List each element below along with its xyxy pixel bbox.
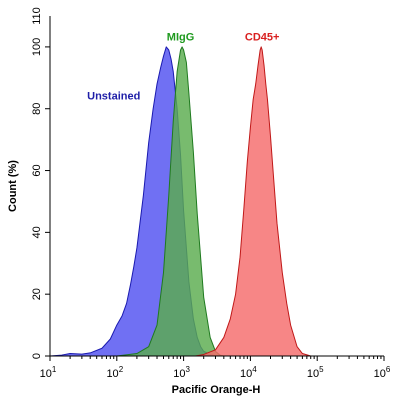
series-label-1: MIgG xyxy=(167,32,195,44)
series-label-0: Unstained xyxy=(87,90,140,102)
series-layer xyxy=(49,46,312,357)
x-tick-label-2: 103 xyxy=(173,365,190,380)
y-tick-label-0: 0 xyxy=(31,353,43,359)
y-tick-label-4: 80 xyxy=(31,103,43,115)
y-axis-title: Count (%) xyxy=(7,160,19,212)
y-tick-label-3: 60 xyxy=(31,164,43,176)
y-tick-label-6: 110 xyxy=(31,7,43,25)
x-tick-label-3: 104 xyxy=(240,365,257,380)
series-area-1 xyxy=(116,46,225,357)
x-tick-label-0: 101 xyxy=(40,365,57,380)
y-tick-label-5: 100 xyxy=(31,38,43,56)
series-label-2: CD45+ xyxy=(245,32,280,44)
x-tick-label-1: 102 xyxy=(106,365,123,380)
x-tick-label-4: 105 xyxy=(307,365,324,380)
y-tick-label-1: 20 xyxy=(31,288,43,300)
axis-layer xyxy=(49,16,384,357)
x-tick-label-5: 106 xyxy=(374,365,391,380)
x-axis-title: Pacific Orange-H xyxy=(172,384,261,396)
y-tick-label-2: 40 xyxy=(31,226,43,238)
tick-layer: 101 102 103 104 105 106 0 20 40 60 80 100 110 xyxy=(31,7,391,380)
label-layer: Unstained MIgG CD45+ xyxy=(87,32,279,103)
series-area-2 xyxy=(194,46,312,357)
